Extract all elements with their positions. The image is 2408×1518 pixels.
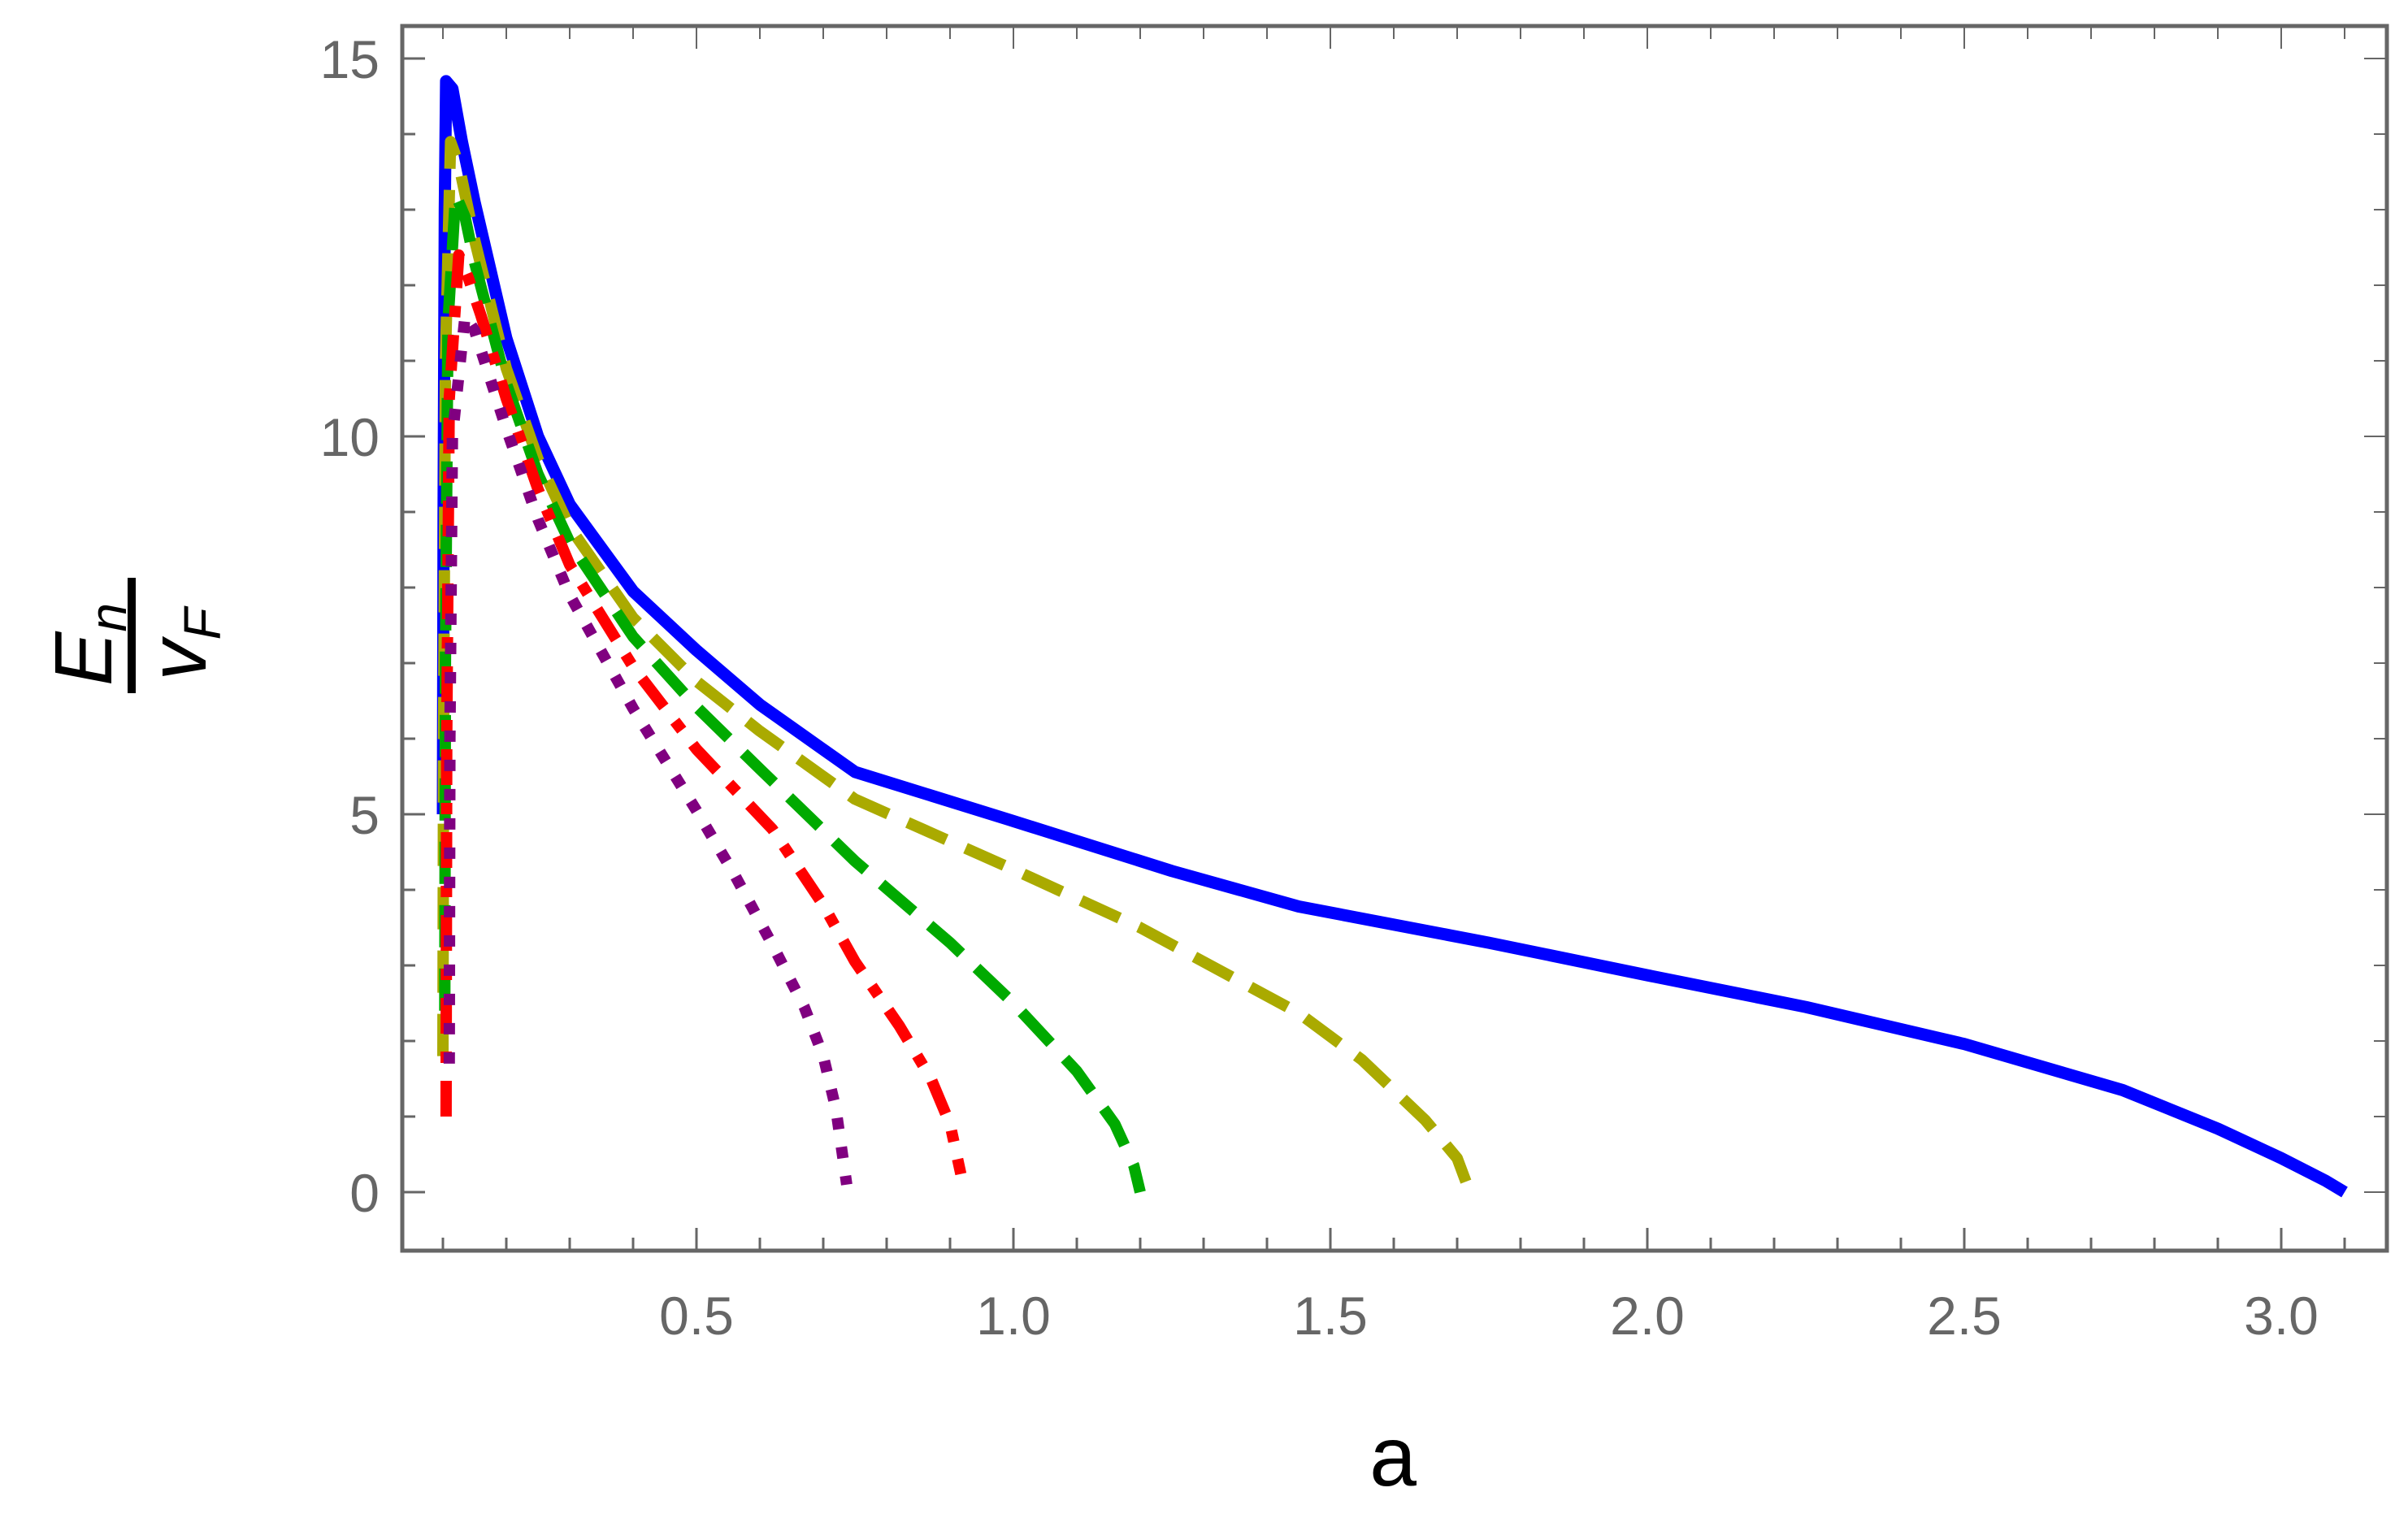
y-tick-label: 0 (349, 1163, 380, 1223)
y-tick-label: 10 (320, 407, 380, 467)
x-tick-label: 2.5 (1927, 1286, 2002, 1346)
series-olive-dashed (437, 136, 1476, 1195)
series-red-dashdot (440, 249, 967, 1176)
tick-labels: 0.5 1.0 1.5 2.0 2.5 3.0 0 5 10 15 (320, 29, 2319, 1346)
axis-ticks (402, 26, 2387, 1251)
series-purple-dotted (443, 310, 853, 1186)
series-green-dashed (439, 189, 1146, 1194)
x-tick-label: 1.0 (976, 1286, 1051, 1346)
x-axis-title: a (1369, 1410, 1417, 1504)
y-tick-label: 15 (320, 29, 380, 89)
plot-frame (400, 24, 2389, 1253)
frame-rect (400, 24, 2389, 1253)
series-blue-solid (436, 75, 2348, 1198)
y-title-fraction-bar (128, 578, 136, 693)
x-tick-label: 3.0 (2244, 1286, 2319, 1346)
x-tick-label: 1.5 (1293, 1286, 1368, 1346)
series-layer (436, 75, 2348, 1198)
y-title-numerator: En (38, 603, 137, 686)
x-tick-label: 0.5 (659, 1286, 734, 1346)
y-tick-label: 5 (349, 785, 380, 845)
y-axis-title: En vF (38, 578, 232, 693)
x-tick-label: 2.0 (1610, 1286, 1685, 1346)
y-title-denominator: vF (132, 605, 232, 681)
